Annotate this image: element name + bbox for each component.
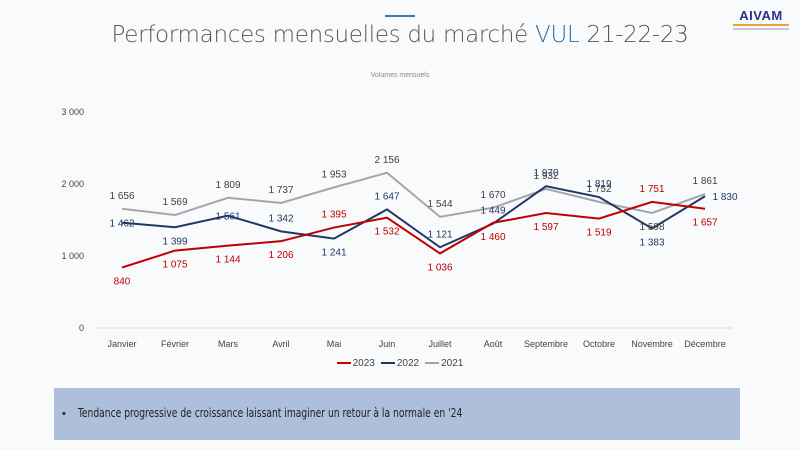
data-label-2023: 1 144: [215, 255, 240, 266]
data-label-2021: 1 670: [480, 190, 505, 201]
data-label-2022: 1 121: [427, 229, 452, 240]
x-tick-label: Mars: [218, 339, 238, 349]
chart-legend: 2023 2022 2021: [0, 358, 800, 369]
title-text: Performances mensuelles du marché: [111, 22, 536, 48]
data-label-2022: 1 830: [712, 192, 737, 203]
legend-label: 2021: [441, 358, 464, 369]
title-highlight: VUL: [535, 22, 580, 48]
x-tick-label: Octobre: [583, 339, 615, 349]
line-chart: 0 1 000 2 000 3 000 Janvier Février Mars Avril…: [61, 107, 737, 349]
data-label-2022: 1 399: [162, 236, 187, 247]
series-line-2022: [121, 185, 706, 249]
logo-subtitle: [733, 28, 789, 30]
x-tick-label: Février: [161, 339, 189, 349]
data-label-2022: 1 819: [586, 179, 611, 190]
legend-swatch: [425, 362, 440, 365]
data-label-2023: 1 519: [586, 228, 611, 239]
title-years: 21-22-23: [579, 22, 689, 48]
chart-title: Volumes mensuels: [370, 72, 430, 79]
legend-swatch: [336, 362, 351, 365]
y-axis: 0 1 000 2 000 3 000: [61, 107, 732, 333]
data-label-2022: 1 462: [109, 219, 134, 230]
legend-swatch: [380, 362, 395, 365]
data-label-2021: 1 569: [162, 197, 187, 208]
data-label-2023: 1 075: [162, 260, 187, 271]
legend-label: 2022: [396, 358, 420, 369]
x-tick-label: Novembre: [631, 339, 673, 349]
data-label-2023: 1 395: [321, 210, 346, 221]
data-label-2021: 1 752: [586, 184, 611, 195]
x-tick-label: Décembre: [684, 339, 726, 349]
page-title: Performances mensuelles du marché VUL 21…: [0, 22, 800, 48]
x-axis: Janvier Février Mars Avril Mai Juin Juillet Aoû…: [107, 339, 725, 349]
data-label-2021: 2 156: [374, 155, 399, 166]
data-label-2021: 1 953: [321, 169, 346, 180]
aivam-logo: AIVAM: [733, 8, 789, 30]
data-label-2021: 1 737: [268, 185, 293, 196]
y-tick-label: 0: [79, 323, 84, 333]
y-tick-label: 1 000: [61, 251, 84, 261]
data-label-2023: 1 206: [268, 250, 293, 261]
commentary-box: • Tendance progressive de croissance lai…: [54, 388, 740, 440]
logo-text: AIVAM: [739, 8, 783, 23]
logo-stripe: [733, 24, 789, 26]
legend-item-2022: 2022: [380, 358, 420, 369]
data-label-2022: 1 561: [215, 212, 240, 223]
legend-item-2023: 2023: [336, 358, 375, 369]
data-label-2022: 1 241: [321, 248, 346, 259]
data-label-2022: 1 449: [480, 206, 505, 217]
data-label-2021: 1 544: [427, 199, 452, 210]
x-tick-label: Mai: [327, 339, 342, 349]
series-line-2023: [121, 200, 706, 269]
data-label-2023: 1 657: [692, 218, 717, 229]
data-label-2023: 1 597: [533, 222, 558, 233]
series-lines: [121, 171, 706, 269]
data-label-2021: 1 809: [215, 180, 240, 191]
data-label-2023: 1 751: [639, 184, 664, 195]
x-tick-label: Août: [484, 339, 503, 349]
bullet-icon: •: [62, 408, 66, 420]
data-label-2021: 1 932: [533, 171, 558, 182]
data-label-2021: 1 598: [639, 222, 664, 233]
x-tick-label: Juillet: [428, 339, 452, 349]
data-label-2023: 1 460: [480, 232, 505, 243]
data-label-2022: 1 647: [374, 191, 399, 202]
data-label-2023: 1 532: [374, 227, 399, 238]
legend-item-2021: 2021: [425, 358, 463, 369]
y-tick-label: 2 000: [61, 179, 84, 189]
x-tick-label: Janvier: [107, 339, 136, 349]
legend-label: 2023: [352, 358, 375, 369]
data-label-2022: 1 342: [268, 213, 293, 224]
data-label-2022: 1 970: [533, 168, 558, 179]
x-tick-label: Septembre: [524, 339, 568, 349]
data-label-2022: 1 383: [639, 237, 664, 248]
data-label-2021: 1 861: [692, 176, 717, 187]
y-tick-label: 3 000: [61, 107, 84, 117]
commentary-text: Tendance progressive de croissance laiss…: [78, 406, 463, 420]
data-label-2023: 840: [114, 277, 131, 288]
data-label-2023: 1 036: [427, 262, 452, 273]
title-accent-bar: [385, 15, 415, 17]
series-line-2021: [121, 171, 706, 218]
data-labels: 840 1 075 1 144 1 206 1 395 1 532 1 036 1 460 1 …: [109, 155, 737, 288]
x-tick-label: Juin: [379, 339, 396, 349]
x-tick-label: Avril: [272, 339, 289, 349]
data-label-2021: 1 656: [109, 191, 134, 202]
